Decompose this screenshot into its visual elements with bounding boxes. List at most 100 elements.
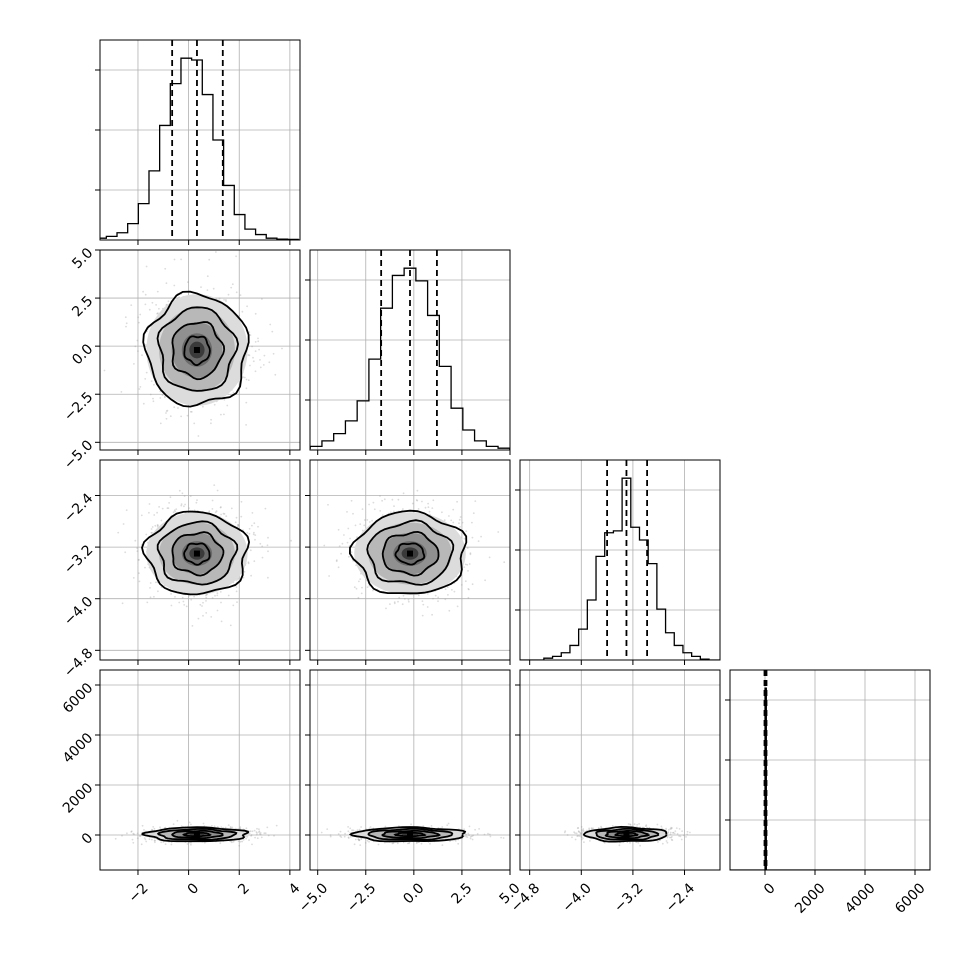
scatter-point bbox=[264, 832, 267, 835]
scatter-point bbox=[637, 841, 640, 844]
scatter-point bbox=[254, 341, 257, 343]
scatter-point bbox=[231, 283, 234, 286]
scatter-point bbox=[231, 826, 234, 829]
scatter-point bbox=[452, 508, 455, 511]
scatter-point bbox=[274, 373, 277, 376]
scatter-point bbox=[208, 510, 211, 513]
scatter-point bbox=[458, 518, 461, 521]
scatter-point bbox=[408, 842, 410, 845]
scatter-point bbox=[235, 291, 238, 294]
scatter-point bbox=[148, 511, 150, 514]
scatter-point bbox=[130, 831, 133, 833]
scatter-point bbox=[402, 508, 404, 510]
scatter-point bbox=[398, 596, 401, 599]
scatter-point bbox=[250, 834, 253, 836]
scatter-point bbox=[174, 510, 177, 513]
scatter-point bbox=[213, 484, 216, 486]
scatter-point bbox=[257, 340, 260, 343]
scatter-point bbox=[578, 831, 581, 834]
scatter-point bbox=[347, 836, 350, 839]
scatter-point bbox=[259, 542, 262, 545]
scatter-point bbox=[173, 258, 176, 261]
panel-frame bbox=[309, 459, 511, 661]
scatter-point bbox=[165, 410, 168, 412]
scatter-point bbox=[242, 376, 245, 378]
scatter-point bbox=[157, 312, 159, 315]
scatter-point bbox=[267, 550, 269, 553]
contour-0 bbox=[393, 831, 427, 838]
scatter-point bbox=[178, 601, 181, 604]
scatter-point bbox=[219, 506, 222, 509]
scatter-point bbox=[249, 364, 251, 367]
scatter-point bbox=[139, 835, 142, 837]
scatter-point bbox=[263, 832, 266, 835]
scatter-point bbox=[661, 842, 664, 845]
scatter-point bbox=[145, 371, 148, 374]
scatter-point bbox=[215, 251, 217, 253]
scatter-point bbox=[327, 503, 329, 506]
scatter-point bbox=[480, 535, 482, 538]
scatter-point bbox=[360, 837, 363, 840]
scatter-point bbox=[226, 404, 229, 407]
scatter-point bbox=[145, 265, 148, 268]
scatter-point bbox=[339, 830, 342, 833]
scatter-point bbox=[220, 413, 222, 416]
scatter-point bbox=[142, 290, 145, 293]
scatter-point bbox=[357, 838, 360, 841]
scatter-point bbox=[139, 386, 142, 388]
scatter-point bbox=[139, 835, 141, 837]
scatter-point bbox=[222, 512, 225, 515]
y-tick-label: 2.5 bbox=[69, 293, 96, 320]
scatter-point bbox=[120, 391, 123, 393]
scatter-point bbox=[368, 521, 371, 523]
scatter-point bbox=[213, 825, 216, 828]
scatter-point bbox=[448, 515, 450, 517]
scatter-point bbox=[446, 824, 449, 826]
scatter-point bbox=[136, 550, 139, 553]
scatter-point bbox=[421, 600, 424, 602]
scatter-point bbox=[328, 575, 330, 577]
scatter-point bbox=[162, 841, 165, 843]
scatter-point bbox=[578, 830, 580, 833]
scatter-point bbox=[471, 536, 474, 539]
scatter-point bbox=[225, 300, 227, 302]
scatter-point bbox=[366, 586, 369, 588]
scatter-point bbox=[464, 563, 467, 566]
scatter-point bbox=[229, 827, 232, 829]
scatter-point bbox=[417, 508, 420, 510]
y-tick-label: 0 bbox=[79, 830, 97, 848]
scatter-point bbox=[150, 528, 153, 530]
scatter-point bbox=[229, 624, 232, 627]
scatter-point bbox=[467, 570, 469, 572]
scatter-point bbox=[344, 832, 346, 835]
scatter-point bbox=[231, 841, 233, 844]
scatter-point bbox=[583, 841, 585, 843]
scatter-point bbox=[358, 838, 361, 841]
scatter-point bbox=[154, 841, 156, 844]
scatter-point bbox=[461, 521, 464, 524]
scatter-point bbox=[497, 531, 500, 533]
scatter-point bbox=[247, 379, 250, 382]
scatter-point bbox=[500, 836, 502, 839]
scatter-point bbox=[343, 534, 345, 536]
scatter-point bbox=[172, 511, 175, 514]
scatter-point bbox=[164, 395, 166, 398]
scatter-point bbox=[164, 267, 167, 270]
y-tick-label: 5.0 bbox=[69, 245, 96, 272]
scatter-point bbox=[369, 826, 372, 828]
contour-2 bbox=[156, 827, 238, 841]
scatter-point bbox=[180, 503, 183, 505]
scatter-point bbox=[415, 499, 418, 501]
panel-frame bbox=[99, 39, 301, 241]
scatter-point bbox=[223, 513, 226, 515]
scatter-point bbox=[173, 406, 176, 409]
scatter-point bbox=[581, 832, 583, 835]
scatter-point bbox=[143, 837, 146, 839]
scatter-point bbox=[190, 411, 193, 413]
scatter-point bbox=[466, 547, 469, 549]
scatter-point bbox=[144, 378, 147, 380]
scatter-point bbox=[460, 584, 463, 586]
scatter-point bbox=[407, 598, 410, 601]
density-peak bbox=[193, 550, 200, 557]
scatter-point bbox=[431, 507, 434, 509]
